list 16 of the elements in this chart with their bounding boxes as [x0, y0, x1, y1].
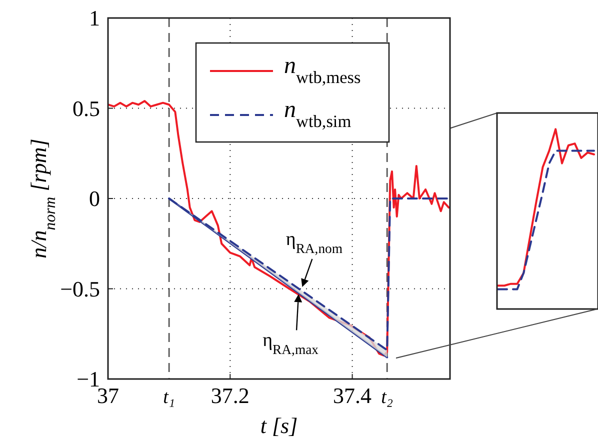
y-tick-label: 0 — [89, 186, 100, 212]
legend-label: n$_{wtb,sim}$ — [284, 97, 352, 130]
annotation: η$_{RA,nom}$ — [286, 228, 343, 256]
y-tick-label: −1 — [76, 366, 100, 392]
x-tick-label: 37.2 — [210, 383, 250, 408]
x-axis-title: t [s] — [260, 413, 298, 438]
x-tick-label: 37 — [97, 383, 119, 408]
ref-line-label: t₂ — [381, 387, 394, 408]
x-tick-label: 37.4 — [333, 383, 372, 408]
y-tick-label: 1 — [89, 6, 100, 31]
y-tick-label: −0.5 — [60, 276, 100, 302]
line-series — [108, 100, 450, 357]
legend-label: n$_{wtb,mess}$ — [284, 53, 362, 86]
y-tick-label: 0.5 — [72, 96, 100, 121]
annotation: η$_{RA,max}$ — [262, 330, 319, 357]
ref-line-label: t₁ — [163, 387, 176, 408]
